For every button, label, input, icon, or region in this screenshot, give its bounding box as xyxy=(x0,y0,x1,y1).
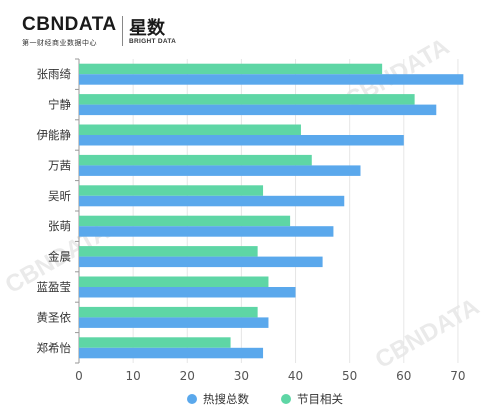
bar-hot-search-total xyxy=(79,135,404,146)
y-category-label: 郑希怡 xyxy=(37,341,72,355)
bar-hot-search-total xyxy=(79,104,437,116)
bar-hot-search-total xyxy=(79,226,334,237)
bar-program-related xyxy=(79,154,312,166)
y-category-label: 张雨绮 xyxy=(37,67,72,81)
bar-hot-search-total xyxy=(79,347,264,359)
bar-hot-search-total xyxy=(79,165,361,176)
legend-swatch xyxy=(281,394,291,404)
y-category-label: 金晨 xyxy=(48,250,71,264)
legend-label: 节目相关 xyxy=(297,392,343,406)
y-category-label: 蓝盈莹 xyxy=(37,280,72,294)
x-tick-label: 0 xyxy=(75,369,83,383)
bright-data-logo-subtitle: BRIGHT DATA xyxy=(129,38,177,45)
x-tick-label: 30 xyxy=(234,369,249,383)
bar-program-related xyxy=(79,337,231,348)
bar-program-related xyxy=(79,215,291,227)
bar-program-related xyxy=(79,124,301,135)
brand-header: CBNDATA 第一财经商业数据中心 星数 BRIGHT DATA xyxy=(22,12,222,48)
x-tick-label: 50 xyxy=(342,369,357,383)
bar-hot-search-total xyxy=(79,256,323,268)
y-category-label: 万茜 xyxy=(48,158,71,172)
bright-data-logo: 星数 xyxy=(129,18,165,39)
cbndata-logo-subtitle: 第一财经商业数据中心 xyxy=(22,39,97,47)
x-tick-label: 70 xyxy=(450,369,465,383)
bar-hot-search-total xyxy=(79,195,345,207)
y-category-label: 宁静 xyxy=(48,98,71,112)
y-category-label: 吴昕 xyxy=(48,189,71,203)
y-category-label: 伊能静 xyxy=(37,128,72,142)
bar-program-related xyxy=(79,246,258,257)
cbndata-logo: CBNDATA xyxy=(22,14,117,35)
bar-hot-search-total xyxy=(79,287,296,298)
y-category-label: 黄圣依 xyxy=(37,310,72,324)
legend-label: 热搜总数 xyxy=(203,392,249,406)
x-tick-label: 10 xyxy=(125,369,140,383)
bar-hot-search-total xyxy=(79,74,464,85)
legend-swatch xyxy=(187,394,197,404)
bar-program-related xyxy=(79,63,383,75)
bar-hot-search-total xyxy=(79,317,269,328)
bar-program-related xyxy=(79,94,415,105)
y-category-label: 张萌 xyxy=(48,219,71,233)
x-tick-label: 40 xyxy=(288,369,303,383)
bar-program-related xyxy=(79,306,258,318)
x-tick-label: 60 xyxy=(396,369,411,383)
logo-divider xyxy=(122,16,123,46)
x-tick-label: 20 xyxy=(180,369,195,383)
bar-program-related xyxy=(79,276,269,287)
bar-program-related xyxy=(79,185,264,196)
